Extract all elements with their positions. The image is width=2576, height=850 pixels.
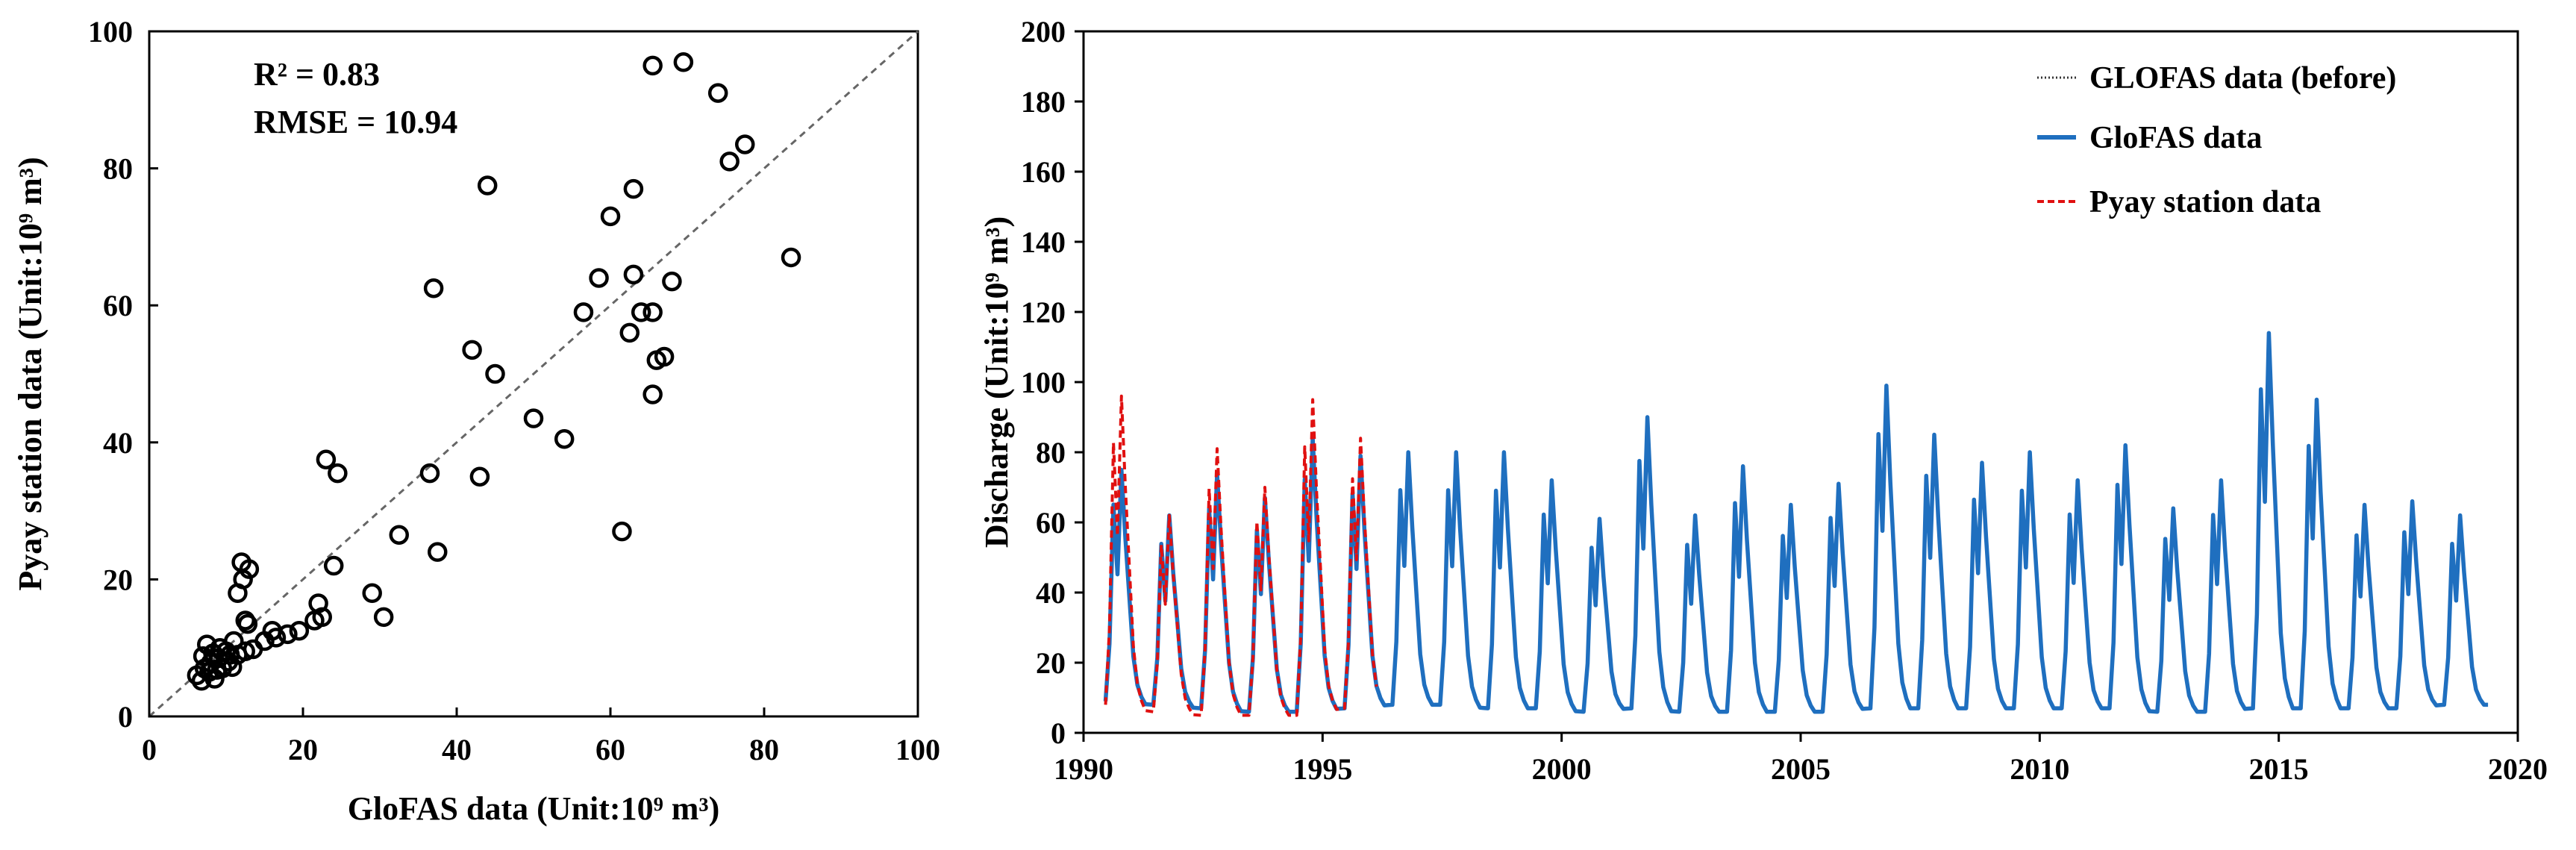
scatter-y-tick-label: 0 (118, 700, 133, 734)
timeseries-y-tick-label: 140 (1021, 225, 1066, 259)
scatter-point (328, 463, 348, 484)
scatter-point (239, 559, 260, 579)
scatter-x-tick-label: 60 (595, 733, 625, 766)
scatter-plot-frame (148, 30, 919, 718)
scatter-point (643, 384, 663, 404)
timeseries-y-tick-label: 100 (1021, 366, 1066, 399)
scatter-x-tick-label: 80 (749, 733, 779, 766)
legend-label-glofas-before: GLOFAS data (before) (2089, 61, 2396, 96)
scatter-point (735, 134, 755, 154)
scatter-x-tick-label: 100 (895, 733, 940, 766)
scatter-point (643, 55, 663, 76)
legend-label-pyay: Pyay station data (2089, 185, 2321, 219)
scatter-points (187, 52, 801, 691)
timeseries-x-tick-label: 1990 (1054, 752, 1113, 786)
timeseries-x-tick-label: 2005 (1771, 752, 1831, 786)
scatter-point (362, 583, 382, 604)
timeseries-y-tick-label: 20 (1036, 646, 1066, 680)
scatter-point (623, 178, 644, 199)
scatter-y-tick-label: 60 (103, 289, 133, 322)
scatter-point (373, 607, 394, 628)
scatter-point (554, 428, 575, 449)
scatter-point (419, 463, 440, 484)
scatter-x-tick-label: 0 (142, 733, 157, 766)
timeseries-line-pyay (1104, 394, 1378, 717)
scatter-point (707, 83, 728, 103)
scatter-point (673, 52, 694, 72)
scatter-point (278, 624, 298, 645)
scatter-point (623, 264, 644, 285)
timeseries-lines (1103, 331, 2489, 717)
scatter-rmse-annotation: RMSE = 10.94 (254, 104, 457, 140)
scatter-y-tick-label: 80 (103, 152, 133, 186)
scatter-point (266, 628, 287, 648)
scatter-x-tick-label: 40 (442, 733, 472, 766)
scatter-point (316, 449, 337, 469)
scatter-point (631, 302, 651, 322)
scatter-point (428, 542, 448, 562)
timeseries-x-ticks: 1990 1995 2000 2005 2010 2015 2020 (1054, 733, 2548, 786)
scatter-point (233, 569, 253, 590)
timeseries-y-tick-label: 0 (1051, 716, 1066, 750)
scatter-y-ticks: 0 20 40 60 80 100 (88, 15, 158, 734)
scatter-point (523, 408, 544, 428)
scatter-point (477, 175, 498, 196)
timeseries-y-tick-label: 60 (1036, 506, 1066, 540)
timeseries-y-ticks: 0 20 40 60 80 100 120 140 160 180 200 (1021, 15, 1084, 750)
scatter-point (600, 206, 621, 227)
timeseries-y-axis-label: Discharge (Unit:10⁹ m³) (978, 216, 1015, 548)
timeseries-y-tick-label: 200 (1021, 15, 1066, 49)
scatter-point (619, 322, 640, 343)
timeseries-legend: GLOFAS data (before) GloFAS data Pyay st… (2037, 61, 2396, 219)
timeseries-line-glofas (1103, 331, 2489, 714)
scatter-y-tick-label: 100 (88, 15, 133, 49)
scatter-point (781, 247, 801, 268)
scatter-point (719, 151, 740, 172)
scatter-point (323, 555, 344, 576)
timeseries-x-tick-label: 2010 (2010, 752, 2069, 786)
scatter-point (389, 525, 409, 545)
scatter-point (589, 268, 609, 288)
scatter-point (485, 363, 505, 384)
timeseries-y-tick-label: 160 (1021, 155, 1066, 189)
scatter-point (469, 466, 490, 487)
scatter-y-tick-label: 20 (103, 563, 133, 596)
scatter-point (573, 302, 594, 322)
timeseries-x-tick-label: 2020 (2488, 752, 2548, 786)
timeseries-panel: 1990 1995 2000 2005 2010 2015 2020 0 20 40 60 80 10… (978, 15, 2548, 786)
legend-label-glofas: GloFAS data (2089, 121, 2262, 155)
timeseries-y-tick-label: 180 (1021, 85, 1066, 119)
timeseries-x-tick-label: 1995 (1292, 752, 1352, 786)
timeseries-y-tick-label: 40 (1036, 576, 1066, 610)
scatter-point (423, 278, 444, 299)
scatter-r2-annotation: R² = 0.83 (254, 56, 380, 93)
scatter-point (662, 271, 682, 292)
scatter-y-tick-label: 40 (103, 426, 133, 460)
scatter-x-ticks: 0 20 40 60 80 100 (142, 707, 940, 766)
scatter-point (289, 621, 310, 641)
scatter-point (643, 302, 663, 322)
timeseries-x-tick-label: 2015 (2249, 752, 2309, 786)
scatter-point (612, 521, 632, 542)
timeseries-y-tick-label: 120 (1021, 296, 1066, 329)
scatter-y-axis-label: Pyay station data (Unit:10⁹ m³) (12, 157, 49, 590)
scatter-x-tick-label: 20 (288, 733, 318, 766)
timeseries-y-tick-label: 80 (1036, 436, 1066, 469)
scatter-x-axis-label: GloFAS data (Unit:10⁹ m³) (348, 790, 720, 827)
timeseries-x-tick-label: 2000 (1532, 752, 1592, 786)
scatter-point (312, 607, 332, 628)
scatter-point (237, 613, 258, 634)
scatter-point (462, 340, 482, 360)
scatter-one-to-one-line (149, 30, 919, 718)
scatter-point (654, 346, 675, 367)
scatter-panel: 0 20 40 60 80 100 0 20 40 60 80 100 R² = 0.83 RMSE… (12, 15, 940, 827)
